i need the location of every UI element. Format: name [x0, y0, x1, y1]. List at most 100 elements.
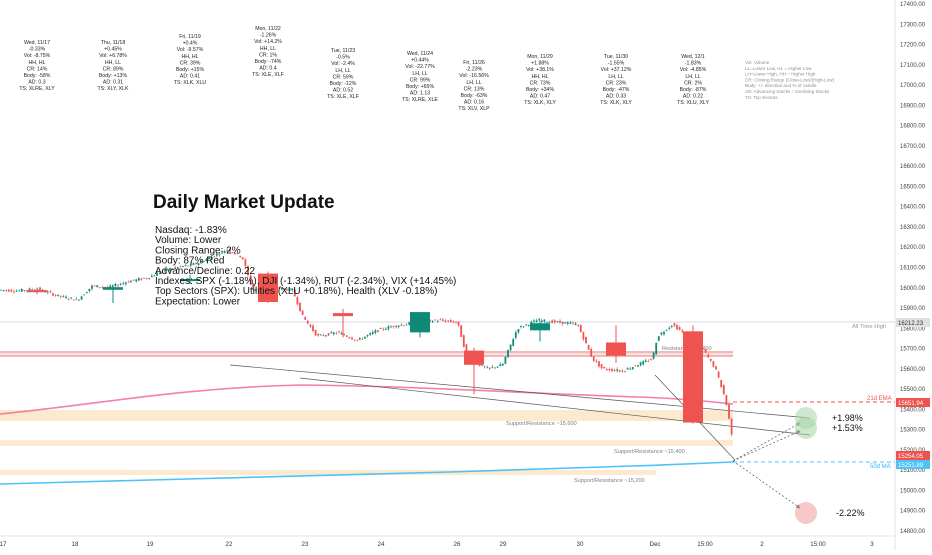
intraday-candle: [598, 360, 600, 369]
intraday-candle: [520, 325, 522, 329]
intraday-candle: [387, 324, 390, 331]
intraday-candle: [449, 318, 452, 323]
intraday-candle: [306, 320, 309, 325]
y-tick-label: 17300.00: [900, 22, 926, 28]
candle-body: [180, 279, 200, 282]
intraday-candle: [163, 268, 166, 273]
candle-note: Body: -47%: [603, 87, 630, 93]
intraday-candle: [587, 344, 590, 350]
x-tick-label: 23: [302, 541, 309, 548]
stat-line: Volume: Lower: [155, 235, 222, 246]
chart-title: Daily Market Update: [153, 192, 335, 213]
candle-note: AD: 0.33: [606, 94, 626, 100]
intraday-candle: [707, 353, 710, 359]
candle-note: AD: 0.22: [683, 94, 703, 100]
intraday-candle: [2, 289, 5, 292]
intraday-candle: [585, 336, 587, 345]
intraday-candle: [280, 286, 283, 291]
x-tick-label: 19: [147, 541, 154, 548]
intraday-candle: [668, 326, 671, 331]
intraday-candle: [382, 327, 385, 332]
x-tick-label: 17: [0, 541, 7, 548]
candle-note: Body: +13%: [99, 73, 128, 79]
intraday-candle: [494, 367, 496, 370]
intraday-candle: [132, 279, 135, 282]
candle-note: Vol: -4.85%: [680, 67, 707, 73]
intraday-candle: [208, 256, 210, 260]
candle-note: Vol: +37.12%: [601, 67, 632, 73]
candle-body: [410, 312, 430, 333]
intraday-candle: [46, 289, 49, 295]
candle-note: TS: XLE, XLF: [327, 94, 359, 100]
intraday-candle: [582, 331, 585, 342]
candle-body: [683, 331, 703, 423]
intraday-candle: [338, 330, 340, 334]
y-tick-label: 15600.00: [900, 367, 926, 373]
intraday-candle: [436, 319, 439, 323]
intraday-candle: [525, 324, 528, 327]
legend-line: TS: Top Sectors: [745, 95, 778, 100]
x-tick-label: 22: [226, 541, 233, 548]
y-tick-label: 16600.00: [900, 164, 926, 170]
candle-note: HH, LL: [105, 60, 121, 66]
candle-note: Vol: +14.2%: [254, 39, 282, 45]
intraday-candle: [395, 325, 398, 329]
intraday-candle: [670, 324, 673, 329]
intraday-candle: [239, 255, 242, 258]
intraday-candle: [18, 289, 21, 292]
candle-note: Body: -74%: [255, 59, 282, 65]
candle-note: AD: 0.4: [259, 66, 276, 72]
intraday-candle: [709, 358, 712, 363]
intraday-candle: [358, 337, 361, 341]
intraday-candle: [514, 330, 517, 340]
intraday-candle: [215, 251, 218, 258]
candle-note: HH, LL: [260, 46, 276, 52]
y-tick-label: 15300.00: [900, 428, 926, 434]
intraday-candle: [15, 288, 18, 293]
intraday-candle: [564, 322, 567, 324]
intraday-candle: [652, 351, 655, 360]
intraday-candle: [221, 249, 223, 254]
intraday-candle: [566, 320, 569, 326]
intraday-candle: [13, 289, 15, 294]
candle-body: [464, 350, 484, 365]
intraday-candle: [673, 322, 676, 327]
intraday-candle: [361, 337, 364, 341]
intraday-candle: [655, 342, 658, 355]
support-zone-15600: Support/Resistance ~15,600: [0, 410, 733, 427]
intraday-candle: [197, 262, 200, 267]
intraday-candle: [650, 357, 652, 361]
intraday-candle: [286, 288, 288, 291]
candle-note: Body: +34%: [526, 87, 555, 93]
candle-note: Body: -63%: [461, 93, 488, 99]
intraday-candle: [59, 295, 62, 299]
intraday-candle: [676, 323, 678, 331]
candle-body: [606, 342, 626, 356]
trendline-upper: [229, 364, 811, 419]
intraday-candle: [7, 288, 10, 293]
intraday-candle: [343, 333, 346, 336]
candle-note: Body: +15%: [176, 67, 205, 73]
y-tick-label: 16400.00: [900, 205, 926, 211]
candle-note: Fri, 11/19: [179, 34, 201, 40]
x-tick-label: 26: [454, 541, 461, 548]
y-tick-label: 17400.00: [900, 2, 926, 8]
candle-note: TS: XLK, XLU: [174, 80, 207, 86]
intraday-candles: [0, 247, 733, 437]
ath-value: 16212.23: [898, 321, 924, 327]
candle-note: Fri, 11/26: [463, 60, 485, 66]
ema-21-line: [0, 384, 734, 415]
intraday-candle: [54, 293, 57, 298]
intraday-candle: [62, 294, 65, 298]
intraday-candle: [660, 331, 663, 336]
intraday-candle: [377, 329, 379, 333]
intraday-candle: [319, 334, 322, 336]
x-tick-label: 2: [760, 541, 764, 548]
intraday-candle: [299, 302, 301, 312]
intraday-candle: [639, 361, 642, 367]
candle-note: CR: 1%: [259, 52, 277, 58]
candle-note: CR: 99%: [410, 77, 431, 83]
ath-badge: [896, 318, 930, 327]
legend-line: Vol: Volume: [745, 60, 770, 65]
